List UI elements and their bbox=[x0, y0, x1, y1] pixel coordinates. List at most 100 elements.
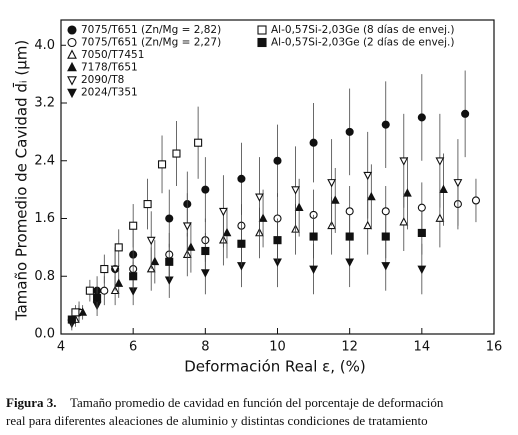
data-point bbox=[165, 214, 174, 223]
data-point bbox=[237, 239, 246, 248]
x-tick-label: 4 bbox=[57, 340, 65, 355]
data-point bbox=[363, 220, 373, 230]
legend-bg bbox=[66, 49, 236, 61]
data-point bbox=[150, 256, 160, 266]
data-point bbox=[129, 272, 138, 281]
x-tick-label: 6 bbox=[129, 340, 137, 355]
data-point bbox=[402, 188, 412, 197]
data-point bbox=[273, 156, 282, 165]
x-axis-label: Deformación Real ε, (%) bbox=[184, 358, 366, 376]
legend-marker bbox=[67, 49, 77, 59]
y-tick-label: 1.6 bbox=[34, 211, 55, 226]
legend-marker bbox=[67, 25, 77, 35]
data-point bbox=[471, 196, 481, 205]
data-point bbox=[258, 213, 268, 222]
y-tick-label: 0.8 bbox=[34, 269, 55, 284]
data-point bbox=[366, 191, 376, 201]
data-point bbox=[363, 171, 373, 181]
data-point bbox=[309, 138, 318, 147]
data-point bbox=[417, 228, 426, 237]
data-point bbox=[146, 236, 156, 246]
data-point bbox=[222, 227, 232, 237]
x-tick-label: 10 bbox=[269, 340, 286, 355]
x-tick-label: 8 bbox=[201, 340, 209, 355]
data-point bbox=[157, 160, 167, 169]
legend-marker bbox=[67, 37, 77, 48]
data-point bbox=[417, 203, 426, 212]
data-point bbox=[71, 308, 80, 317]
caption-label: Figura 3. bbox=[6, 395, 57, 410]
data-point bbox=[291, 186, 300, 195]
data-point bbox=[201, 246, 210, 256]
data-point bbox=[345, 258, 355, 267]
legend-marker bbox=[257, 37, 267, 48]
data-point bbox=[237, 174, 246, 183]
legend-bg bbox=[66, 24, 236, 36]
y-tick-label: 0.0 bbox=[34, 327, 55, 342]
y-tick-label: 4.0 bbox=[34, 38, 55, 53]
data-point bbox=[399, 217, 409, 226]
data-point bbox=[345, 232, 354, 241]
data-point bbox=[439, 184, 448, 193]
data-point bbox=[345, 127, 354, 136]
y-tick-label: 3.2 bbox=[34, 96, 55, 111]
data-point bbox=[381, 262, 391, 271]
data-point bbox=[85, 286, 94, 295]
data-point bbox=[201, 185, 210, 194]
caption-line: real para diferentes aleaciones de alumi… bbox=[6, 413, 428, 428]
data-point bbox=[417, 113, 426, 122]
legend-marker bbox=[67, 76, 77, 86]
data-point bbox=[417, 265, 427, 275]
legend-label: Al-0,57Si-2,03Ge (8 días de envej.) bbox=[271, 24, 455, 36]
data-point bbox=[110, 265, 120, 275]
data-point bbox=[309, 265, 318, 275]
data-point bbox=[100, 264, 109, 274]
data-point bbox=[93, 293, 102, 302]
x-tick-label: 16 bbox=[486, 340, 503, 355]
data-point bbox=[218, 207, 228, 217]
data-point bbox=[309, 232, 318, 241]
data-point bbox=[273, 236, 282, 245]
data-point bbox=[399, 157, 409, 166]
legend-marker bbox=[67, 88, 77, 99]
data-point bbox=[194, 138, 203, 147]
data-point bbox=[435, 157, 445, 166]
y-axis-label: Tamaño Promedio de Cavidad d̄ᵢ (µm) bbox=[12, 40, 31, 321]
legend-label: 7178/T651 bbox=[81, 62, 138, 74]
data-point bbox=[294, 202, 304, 212]
data-point bbox=[100, 286, 109, 295]
data-point bbox=[330, 195, 340, 204]
legend-bg bbox=[66, 61, 236, 74]
legend-label: 2090/T8 bbox=[81, 74, 124, 86]
data-point bbox=[182, 222, 192, 231]
data-point bbox=[114, 243, 123, 252]
legend-label: Al-0,57Si-2,03Ge (2 días de envej.) bbox=[271, 37, 455, 49]
data-point bbox=[172, 149, 181, 158]
data-point bbox=[165, 257, 174, 266]
data-point bbox=[255, 193, 264, 202]
legend-bg bbox=[66, 86, 236, 99]
legend-label: 7050/T7451 bbox=[81, 49, 144, 61]
data-point bbox=[381, 207, 390, 216]
legend-bg bbox=[66, 74, 236, 86]
data-point bbox=[461, 109, 470, 118]
data-point bbox=[327, 179, 337, 188]
data-point bbox=[381, 232, 390, 241]
data-point bbox=[453, 179, 463, 188]
data-point bbox=[345, 207, 354, 216]
x-tick-label: 14 bbox=[414, 340, 431, 355]
data-point bbox=[129, 221, 138, 230]
legend-bg bbox=[256, 36, 486, 49]
x-tick-label: 12 bbox=[341, 340, 358, 355]
legend-marker bbox=[67, 61, 77, 72]
data-point bbox=[67, 315, 76, 324]
legend-label: 7075/T651 (Zn/Mg = 2,82) bbox=[81, 24, 221, 36]
data-point bbox=[200, 269, 210, 278]
legend-bg bbox=[66, 36, 236, 49]
data-point bbox=[114, 278, 124, 287]
data-point bbox=[435, 213, 445, 222]
legend-label: 2024/T351 bbox=[81, 87, 138, 99]
data-point bbox=[143, 200, 152, 209]
legend-bg bbox=[256, 24, 486, 36]
